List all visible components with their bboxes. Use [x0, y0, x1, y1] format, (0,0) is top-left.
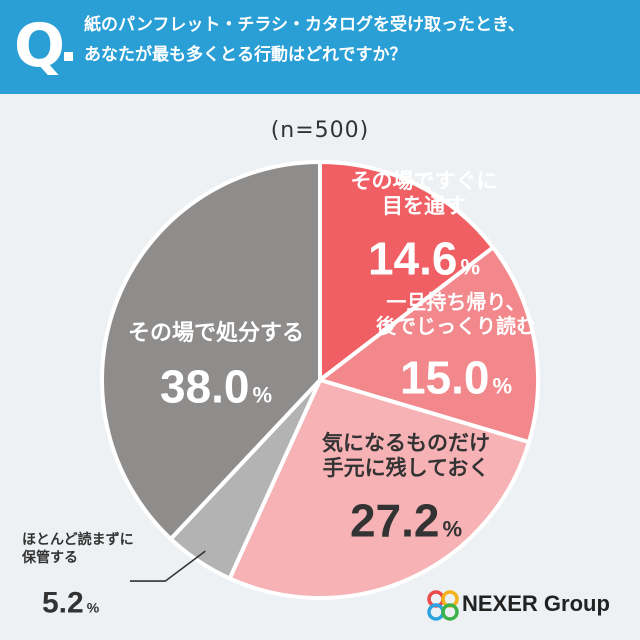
pie-slices	[100, 160, 540, 600]
pie-slice-5	[100, 160, 322, 541]
slice-label-text: 気になるものだけ	[322, 431, 490, 455]
leader-line	[130, 550, 206, 582]
slice-value-unit: %	[460, 255, 480, 280]
pie-slice-1	[318, 160, 496, 382]
slice-label-text: その場ですぐに	[351, 169, 498, 193]
slice-value-unit: %	[492, 374, 512, 399]
brand-logo-icon	[427, 590, 459, 621]
slice-value-unit: %	[442, 517, 462, 542]
slice-value: 14.6%	[368, 233, 480, 285]
slice-value-number: 5.2	[42, 587, 84, 620]
slice-label-5: その場で処分する 38.0%	[128, 320, 304, 413]
slice-value: 5.2%	[42, 587, 100, 620]
slice-value: 38.0%	[160, 361, 272, 413]
slice-label-text: 後でじっくり読む	[376, 314, 536, 338]
q-dot	[64, 52, 73, 61]
question-line-2: あなたが最も多くとる行動はどれですか？	[84, 45, 407, 65]
slice-label-text: 目を通す	[382, 194, 466, 218]
slice-value: 15.0%	[400, 352, 512, 404]
slice-label-2: 一旦持ち帰り、後でじっくり読む 15.0%	[376, 290, 536, 404]
pie-slice-3	[227, 378, 531, 600]
slice-value-number: 27.2	[350, 495, 440, 547]
question-text: 紙のパンフレット・チラシ・カタログを受け取ったとき、 あなたが最も多くとる行動は…	[84, 10, 632, 70]
slice-value: 27.2%	[350, 495, 462, 547]
slice-label-text: 手元に残しておく	[323, 456, 490, 480]
slice-value-unit: %	[87, 600, 100, 616]
pie-slice-2	[318, 245, 540, 445]
slice-label-text: 保管する	[21, 549, 78, 566]
brand-logo: NEXER Group	[426, 588, 636, 624]
sample-size-label: (n=500)	[270, 118, 370, 143]
slice-value-number: 38.0	[160, 361, 250, 413]
slice-label-text: 一旦持ち帰り、	[386, 290, 525, 314]
question-header: Q 紙のパンフレット・チラシ・カタログを受け取ったとき、 あなたが最も多くとる行…	[0, 0, 640, 94]
slice-value-number: 15.0	[400, 352, 490, 404]
brand-name: NEXER Group	[462, 591, 610, 616]
question-line-1: 紙のパンフレット・チラシ・カタログを受け取ったとき、	[84, 15, 525, 35]
slice-value-number: 14.6	[368, 233, 458, 285]
slice-value-unit: %	[252, 383, 272, 408]
slice-label-text: その場で処分する	[128, 320, 304, 346]
q-mark: Q	[14, 11, 66, 81]
slice-label-text: ほとんど読まずに	[22, 531, 134, 548]
